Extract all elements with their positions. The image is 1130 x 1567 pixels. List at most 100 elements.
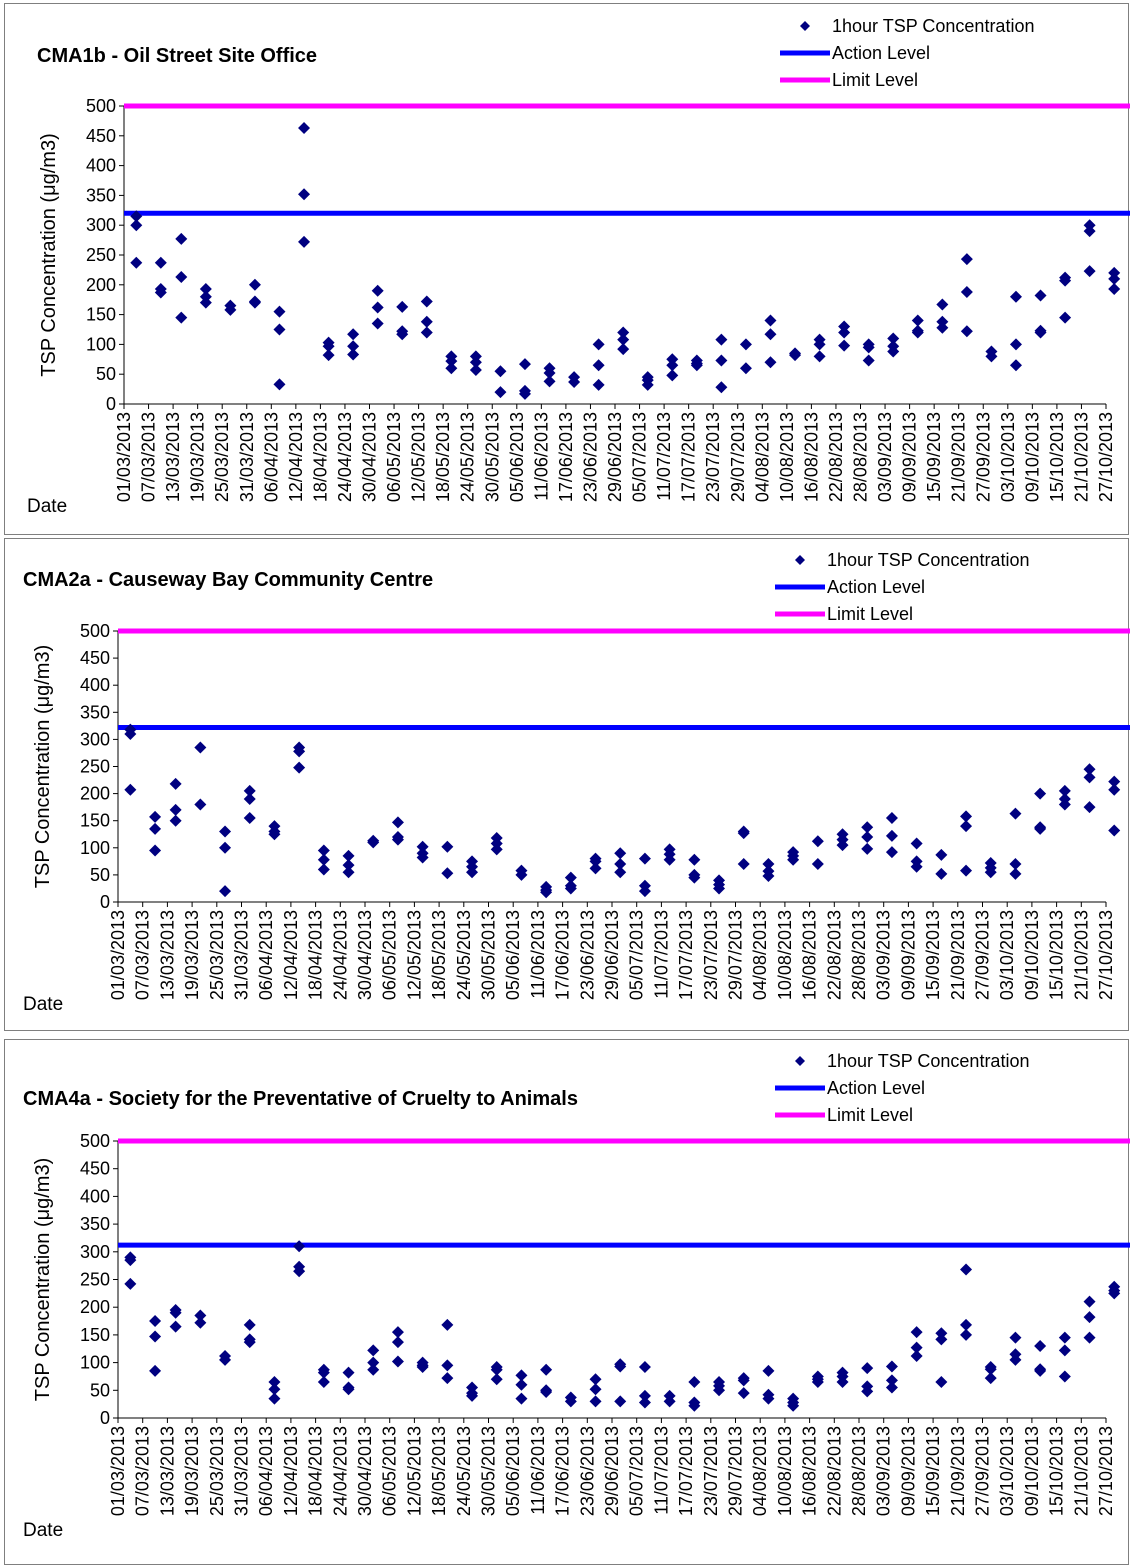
x-axis-label: Date: [23, 994, 63, 1015]
data-point: [347, 340, 360, 353]
data-point: [268, 1375, 281, 1388]
data-point: [445, 355, 458, 368]
data-point: [589, 855, 602, 868]
y-tick-label: 100: [80, 1353, 110, 1373]
y-tick-label: 500: [80, 621, 110, 641]
data-point: [243, 784, 256, 797]
data-point: [960, 1328, 973, 1341]
data-point: [248, 296, 261, 309]
data-point: [688, 1375, 701, 1388]
data-point: [466, 866, 479, 879]
data-point: [1009, 290, 1022, 303]
data-point: [518, 358, 531, 371]
data-point: [268, 1392, 281, 1405]
x-tick-label: 18/04/2013: [306, 1426, 326, 1516]
x-tick-label: 06/04/2013: [256, 910, 276, 1000]
data-point: [1009, 858, 1022, 871]
data-point: [762, 869, 775, 882]
data-point: [762, 858, 775, 871]
x-tick-label: 11/06/2013: [528, 910, 548, 999]
data-point: [1108, 775, 1121, 788]
x-tick-label: 04/08/2013: [750, 910, 770, 1000]
data-point: [194, 1316, 207, 1329]
data-point: [861, 842, 874, 855]
data-point: [787, 853, 800, 866]
x-tick-label: 01/03/2013: [108, 910, 128, 1000]
data-point: [130, 210, 143, 223]
data-point: [984, 866, 997, 879]
data-point: [589, 1383, 602, 1396]
data-point: [737, 1374, 750, 1387]
data-point: [540, 1363, 553, 1376]
chart-title: CMA1b - Oil Street Site Office: [37, 45, 317, 67]
chart-cma4a-svg: CMA4a - Society for the Preventative of …: [23, 1051, 1130, 1541]
data-point: [1083, 1331, 1096, 1344]
legend-label-limit: Limit Level: [827, 1105, 913, 1125]
x-tick-label: 11/07/2013: [654, 412, 674, 501]
x-tick-label: 24/05/2013: [458, 412, 478, 502]
data-point: [169, 814, 182, 827]
data-point: [515, 1378, 528, 1391]
data-point: [885, 829, 898, 842]
data-point: [715, 381, 728, 394]
x-tick-label: 30/05/2013: [479, 910, 499, 1000]
x-tick-label: 23/07/2013: [703, 412, 723, 502]
x-tick-label: 09/09/2013: [898, 910, 918, 1000]
data-point: [739, 362, 752, 375]
data-point: [273, 305, 286, 318]
x-tick-label: 09/10/2013: [1022, 1426, 1042, 1516]
x-tick-label: 05/06/2013: [503, 910, 523, 1000]
data-point: [1108, 282, 1121, 295]
x-tick-label: 15/09/2013: [924, 412, 944, 502]
x-tick-label: 05/07/2013: [627, 1426, 647, 1516]
data-point: [614, 1395, 627, 1408]
data-point: [614, 866, 627, 879]
data-point: [273, 323, 286, 336]
x-tick-label: 30/04/2013: [360, 412, 380, 502]
x-tick-label: 05/07/2013: [630, 412, 650, 502]
x-tick-label: 29/07/2013: [726, 910, 746, 1000]
data-point: [910, 860, 923, 873]
x-tick-label: 30/04/2013: [355, 1426, 375, 1516]
y-tick-label: 250: [80, 757, 110, 777]
data-point: [564, 882, 577, 895]
data-point: [1108, 272, 1121, 285]
data-point: [910, 1341, 923, 1354]
data-point: [638, 852, 651, 865]
x-tick-label: 19/03/2013: [188, 412, 208, 502]
y-tick-label: 150: [80, 1325, 110, 1345]
data-point: [1009, 359, 1022, 372]
y-tick-label: 300: [80, 729, 110, 749]
data-point: [614, 858, 627, 871]
y-tick-label: 350: [86, 185, 116, 205]
data-point: [960, 253, 973, 266]
y-tick-label: 350: [80, 1214, 110, 1234]
x-tick-label: 31/03/2013: [232, 1426, 252, 1516]
y-tick-label: 450: [86, 126, 116, 146]
data-point: [811, 835, 824, 848]
y-tick-label: 200: [80, 784, 110, 804]
x-tick-label: 16/08/2013: [800, 1426, 820, 1516]
x-tick-label: 29/07/2013: [726, 1426, 746, 1516]
data-point: [960, 325, 973, 338]
data-point: [762, 1392, 775, 1405]
data-point: [243, 1336, 256, 1349]
x-tick-label: 15/09/2013: [923, 910, 943, 1000]
data-point: [861, 1385, 874, 1398]
data-point: [1034, 326, 1047, 339]
data-point: [494, 365, 507, 378]
x-tick-label: 12/04/2013: [286, 412, 306, 502]
data-point: [441, 867, 454, 880]
data-point: [391, 816, 404, 829]
data-point: [391, 1336, 404, 1349]
data-point: [347, 328, 360, 341]
data-point: [564, 1395, 577, 1408]
data-point: [515, 1392, 528, 1405]
x-axis-label: Date: [23, 1520, 63, 1541]
y-tick-label: 350: [80, 702, 110, 722]
data-point: [737, 858, 750, 871]
x-tick-label: 07/03/2013: [139, 412, 159, 502]
data-point: [885, 1381, 898, 1394]
data-point: [885, 1360, 898, 1373]
data-point: [984, 1363, 997, 1376]
